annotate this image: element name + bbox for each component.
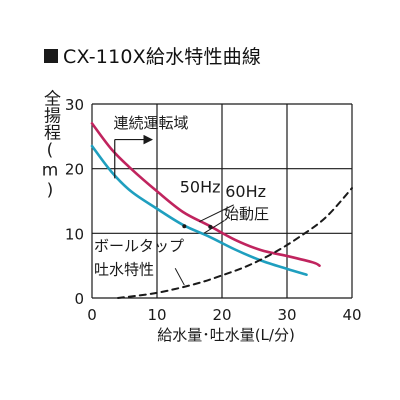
y-tick-label-2: 20: [65, 161, 84, 179]
continuous-operation-annotation: 連続運転域: [113, 114, 188, 179]
x-tick-label-3: 30: [277, 306, 296, 324]
x-axis-label: 給水量･吐水量(L/分): [157, 326, 295, 344]
chart-title: CX-110X給水特性曲線: [44, 42, 261, 69]
ballcock-label-line2: 吐水特性: [94, 261, 154, 279]
series-line-50hz: [90, 144, 308, 277]
leader-60hz: [199, 204, 234, 223]
title-bullet-square: [44, 48, 58, 63]
y-tick-label-1: 10: [65, 225, 84, 243]
x-tick-label-4: 40: [342, 306, 361, 324]
x-tick-label-1: 10: [147, 306, 166, 324]
y-axis-label: 全揚程(m): [40, 89, 61, 200]
x-tick-label-2: 20: [212, 306, 231, 324]
leader-ballcock: [174, 268, 185, 286]
label-50hz: 50Hz: [180, 178, 221, 197]
continuous-operation-label: 連続運転域: [113, 114, 188, 132]
leader-starting-pressure: [203, 219, 225, 234]
series-line-ballcock: [117, 187, 353, 299]
chart-title-text: CX-110X給水特性曲線: [63, 46, 262, 68]
starting-pressure-label: 始動圧: [224, 205, 269, 223]
chart-ticks: 0 10 20 30 40 0 10 20 30: [65, 96, 362, 324]
y-tick-label-3: 30: [65, 96, 84, 114]
starting-pressure-point-50hz: [182, 224, 187, 229]
x-tick-label-0: 0: [87, 306, 97, 324]
starting-pressure-point-60hz: [208, 224, 213, 229]
y-tick-label-0: 0: [74, 290, 84, 308]
ballcock-label-line1: ボールタップ: [94, 237, 184, 255]
label-60hz: 60Hz: [225, 182, 266, 201]
